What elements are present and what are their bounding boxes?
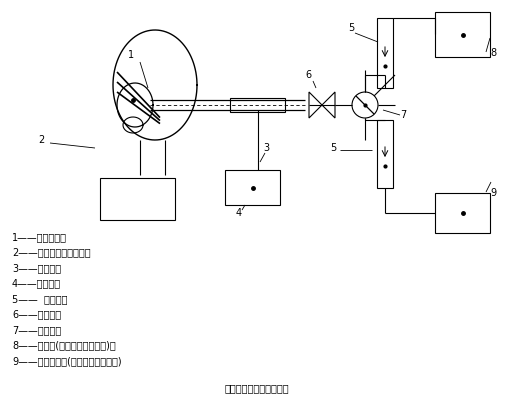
- Text: 4——微压计；: 4——微压计；: [12, 279, 61, 288]
- Text: 5: 5: [330, 143, 336, 153]
- Bar: [377, 120, 393, 188]
- Bar: [435, 12, 490, 57]
- Text: 3——测压管；: 3——测压管；: [12, 263, 61, 273]
- Bar: [225, 170, 280, 205]
- Text: 5——  流量计；: 5—— 流量计；: [12, 294, 67, 304]
- Bar: [435, 193, 490, 233]
- Text: 9: 9: [490, 188, 496, 198]
- Bar: [230, 98, 285, 112]
- Text: 2: 2: [38, 135, 44, 145]
- Text: 呼吸阻力检测装置原理图: 呼吸阻力检测装置原理图: [225, 383, 289, 393]
- Bar: [377, 18, 393, 88]
- Text: 3: 3: [263, 143, 269, 153]
- Bar: [100, 178, 175, 220]
- Text: 6: 6: [305, 70, 311, 80]
- Text: 5: 5: [348, 23, 354, 33]
- Text: 1: 1: [128, 50, 134, 60]
- Text: 9——空气压缩机(用于呼气阻力检测): 9——空气压缩机(用于呼气阻力检测): [12, 356, 122, 366]
- Text: 1——被测样品；: 1——被测样品；: [12, 232, 67, 242]
- Text: 2——试验头模呼吸管道；: 2——试验头模呼吸管道；: [12, 247, 91, 257]
- Polygon shape: [309, 92, 322, 118]
- Text: 8: 8: [490, 48, 496, 58]
- Text: 6——调节阀；: 6——调节阀；: [12, 310, 61, 320]
- Text: 7: 7: [400, 110, 406, 120]
- Text: 8——抽气泵(用于吸气阻力检测)；: 8——抽气泵(用于吸气阻力检测)；: [12, 340, 116, 350]
- Text: 7——切换鄀；: 7——切换鄀；: [12, 325, 61, 335]
- Text: 4: 4: [236, 208, 242, 218]
- Polygon shape: [322, 92, 335, 118]
